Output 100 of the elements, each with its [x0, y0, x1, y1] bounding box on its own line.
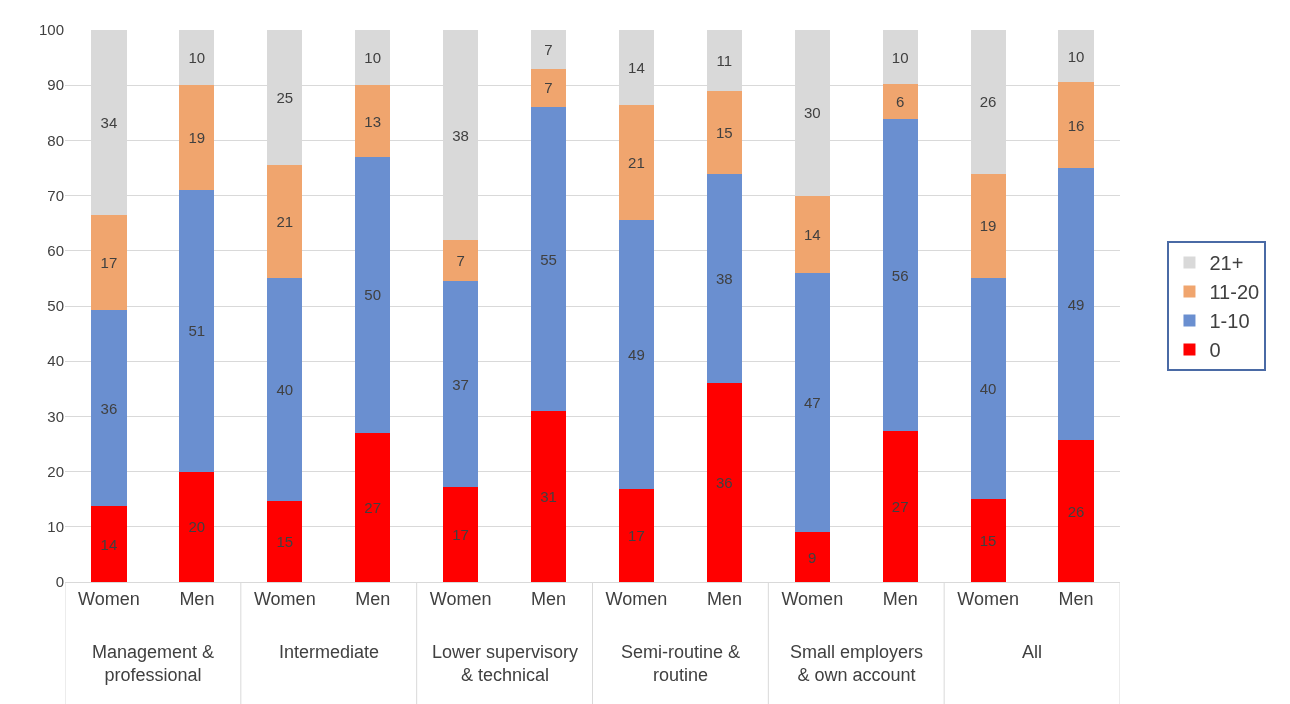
x-tick-label: Men	[355, 588, 391, 609]
data-label: 7	[544, 40, 553, 58]
data-label: 27	[364, 498, 382, 516]
bar	[443, 487, 479, 582]
data-label: 30	[803, 104, 821, 122]
data-label: 40	[276, 381, 294, 399]
y-tick-label: 50	[47, 297, 64, 315]
y-tick-label: 0	[55, 573, 64, 591]
data-label: 19	[188, 129, 206, 147]
bar	[179, 85, 215, 191]
data-label: 10	[188, 49, 206, 67]
bar	[443, 240, 479, 282]
y-tick-label: 30	[47, 407, 64, 425]
bar	[882, 119, 918, 431]
data-label: 14	[628, 58, 645, 76]
x-tick-label: Women	[781, 588, 844, 609]
legend-label: 0	[1209, 339, 1221, 362]
y-tick-label: 10	[47, 518, 64, 536]
bar	[530, 410, 567, 582]
bar	[794, 195, 830, 273]
data-label: 15	[979, 532, 997, 550]
data-label: 19	[979, 217, 997, 235]
data-label: 56	[891, 266, 909, 284]
bar	[882, 430, 918, 582]
legend-label: 1-10	[1209, 310, 1250, 333]
data-label: 31	[540, 487, 557, 505]
data-label: 17	[628, 527, 645, 545]
data-label: 10	[891, 48, 909, 66]
data-label: 13	[364, 112, 382, 130]
y-tick-label: 40	[47, 352, 64, 370]
bar	[706, 173, 742, 384]
data-label: 26	[979, 93, 997, 111]
data-label: 21	[276, 213, 294, 231]
x-tick-label: Men	[179, 588, 215, 609]
bar	[530, 30, 567, 69]
data-label: 14	[803, 225, 821, 243]
x-tick-label: Women	[957, 588, 1019, 609]
data-label: 36	[100, 399, 118, 417]
data-label: 50	[364, 286, 382, 304]
x-tick-label: Men	[706, 588, 742, 609]
x-tick-label: Men	[531, 588, 567, 609]
bar	[91, 214, 127, 310]
bar	[530, 68, 567, 108]
data-label: 27	[891, 497, 909, 515]
text: Small employers & own account	[790, 642, 924, 686]
bar	[267, 165, 303, 279]
data-label: 17	[100, 253, 118, 271]
bar	[794, 532, 830, 582]
data-label: 9	[808, 548, 817, 566]
y-tick-label: 20	[47, 462, 64, 480]
bar	[443, 281, 479, 488]
x-tick-label: Men	[882, 588, 918, 609]
bar	[355, 156, 391, 433]
data-label: 14	[100, 535, 118, 553]
data-label: 21	[628, 153, 645, 171]
x-tick-label: Women	[253, 588, 316, 609]
bar	[530, 107, 567, 411]
bar	[882, 84, 918, 120]
bar	[1058, 30, 1094, 83]
bar	[267, 501, 303, 582]
data-label: 40	[979, 380, 997, 398]
data-label: 6	[896, 93, 905, 111]
x-tick-label: Women	[429, 588, 492, 609]
data-label: 49	[1067, 295, 1085, 313]
bar	[706, 383, 742, 582]
data-label: 36	[716, 474, 733, 492]
legend-label: 21+	[1209, 252, 1244, 275]
bar	[355, 432, 391, 582]
bar	[355, 30, 391, 86]
y-tick-label: 60	[47, 242, 64, 260]
bar	[91, 309, 127, 507]
data-label: 47	[803, 394, 821, 412]
data-label: 51	[188, 322, 206, 340]
text: Lower supervisory & technical	[432, 642, 579, 686]
data-label: 38	[716, 269, 733, 287]
y-tick-label: 80	[47, 131, 64, 149]
data-label: 55	[540, 250, 557, 268]
y-tick-label: 100	[38, 21, 64, 39]
bar	[355, 85, 391, 157]
data-label: 7	[456, 252, 465, 270]
bar	[970, 173, 1006, 279]
bar	[618, 489, 655, 582]
data-label: 49	[628, 346, 645, 364]
data-label: 26	[1067, 502, 1085, 520]
legend-label: 11-20	[1209, 281, 1260, 304]
x-tick-label: Women	[78, 588, 140, 609]
x-tick-label: Men	[1058, 588, 1094, 609]
text: Intermediate	[279, 642, 380, 662]
data-label: 38	[452, 126, 469, 144]
bar	[179, 471, 215, 582]
y-tick-label: 90	[47, 76, 64, 94]
data-label: 34	[100, 113, 118, 131]
y-tick-label: 70	[47, 186, 64, 204]
bar	[794, 272, 830, 533]
bar	[970, 499, 1006, 582]
bar	[179, 190, 215, 472]
text: Semi-routine & routine	[621, 642, 741, 686]
bar	[179, 30, 215, 86]
bar	[618, 104, 655, 221]
bar	[618, 220, 655, 490]
